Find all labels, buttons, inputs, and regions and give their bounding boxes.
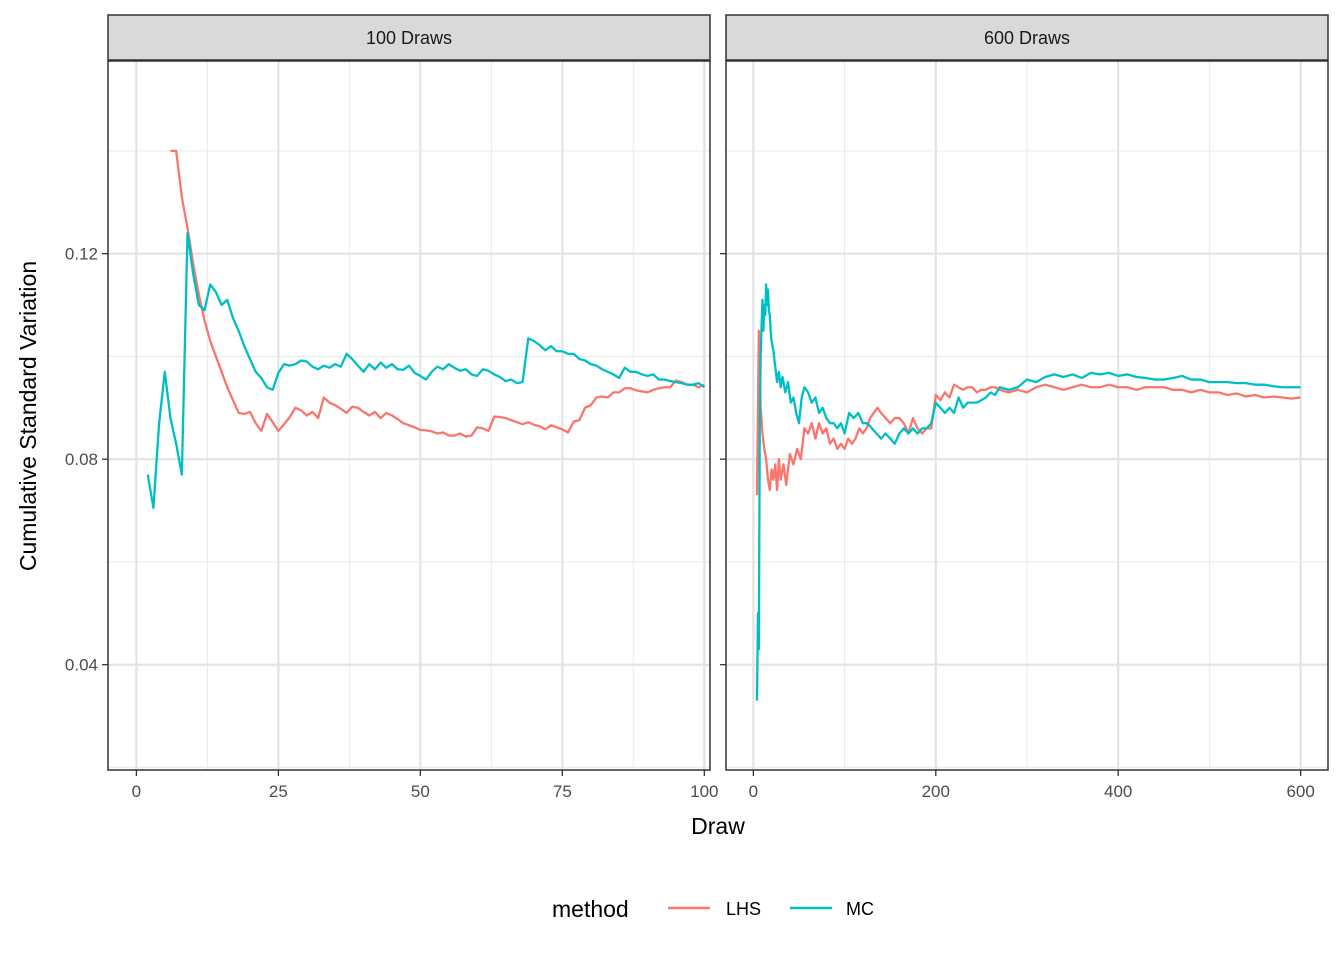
y-tick-label: 0.08 — [65, 450, 98, 469]
facet-panel: 600 Draws 0 200 400 600 — [720, 14, 1329, 801]
x-tick-label: 50 — [411, 782, 430, 801]
y-tick-label: 0.04 — [65, 656, 98, 675]
x-tick-label: 25 — [269, 782, 288, 801]
x-tick-label: 75 — [553, 782, 572, 801]
facet-panel: 100 Draws 0 25 50 75 100 0.04 0.08 0.12 — [65, 14, 719, 801]
x-tick-label: 200 — [922, 782, 950, 801]
x-tick-label: 600 — [1286, 782, 1314, 801]
x-tick-label: 0 — [749, 782, 758, 801]
series-line-lhs — [170, 149, 705, 438]
series-line-mc — [755, 283, 1301, 701]
facet-strip — [725, 14, 1329, 61]
legend-title: method — [552, 896, 629, 922]
x-tick-label: 0 — [132, 782, 141, 801]
series-line-mc — [146, 231, 705, 510]
x-axis-title: Draw — [691, 813, 745, 839]
facet-strip — [107, 14, 711, 61]
y-tick-label: 0.12 — [65, 245, 98, 264]
x-tick-label: 100 — [690, 782, 718, 801]
panel-border — [107, 60, 711, 771]
facet-strip-label: 100 Draws — [366, 28, 452, 48]
facet-strip-label: 600 Draws — [984, 28, 1070, 48]
legend-label: MC — [846, 899, 874, 919]
legend: method LHS MC — [552, 896, 874, 922]
facet-panels: 100 Draws 0 25 50 75 100 0.04 0.08 0.12 600 Draws… — [65, 14, 1329, 801]
x-tick-label: 400 — [1104, 782, 1132, 801]
panel-border — [725, 60, 1329, 771]
legend-label: LHS — [726, 899, 761, 919]
legend-entry-lhs: LHS — [668, 899, 761, 919]
panel-background — [108, 61, 710, 770]
y-axis-title: Cumulative Standard Variation — [15, 261, 41, 571]
series-line-lhs — [755, 329, 1301, 496]
legend-entry-mc: MC — [790, 899, 874, 919]
axis-titles: Draw Cumulative Standard Variation — [15, 261, 745, 839]
